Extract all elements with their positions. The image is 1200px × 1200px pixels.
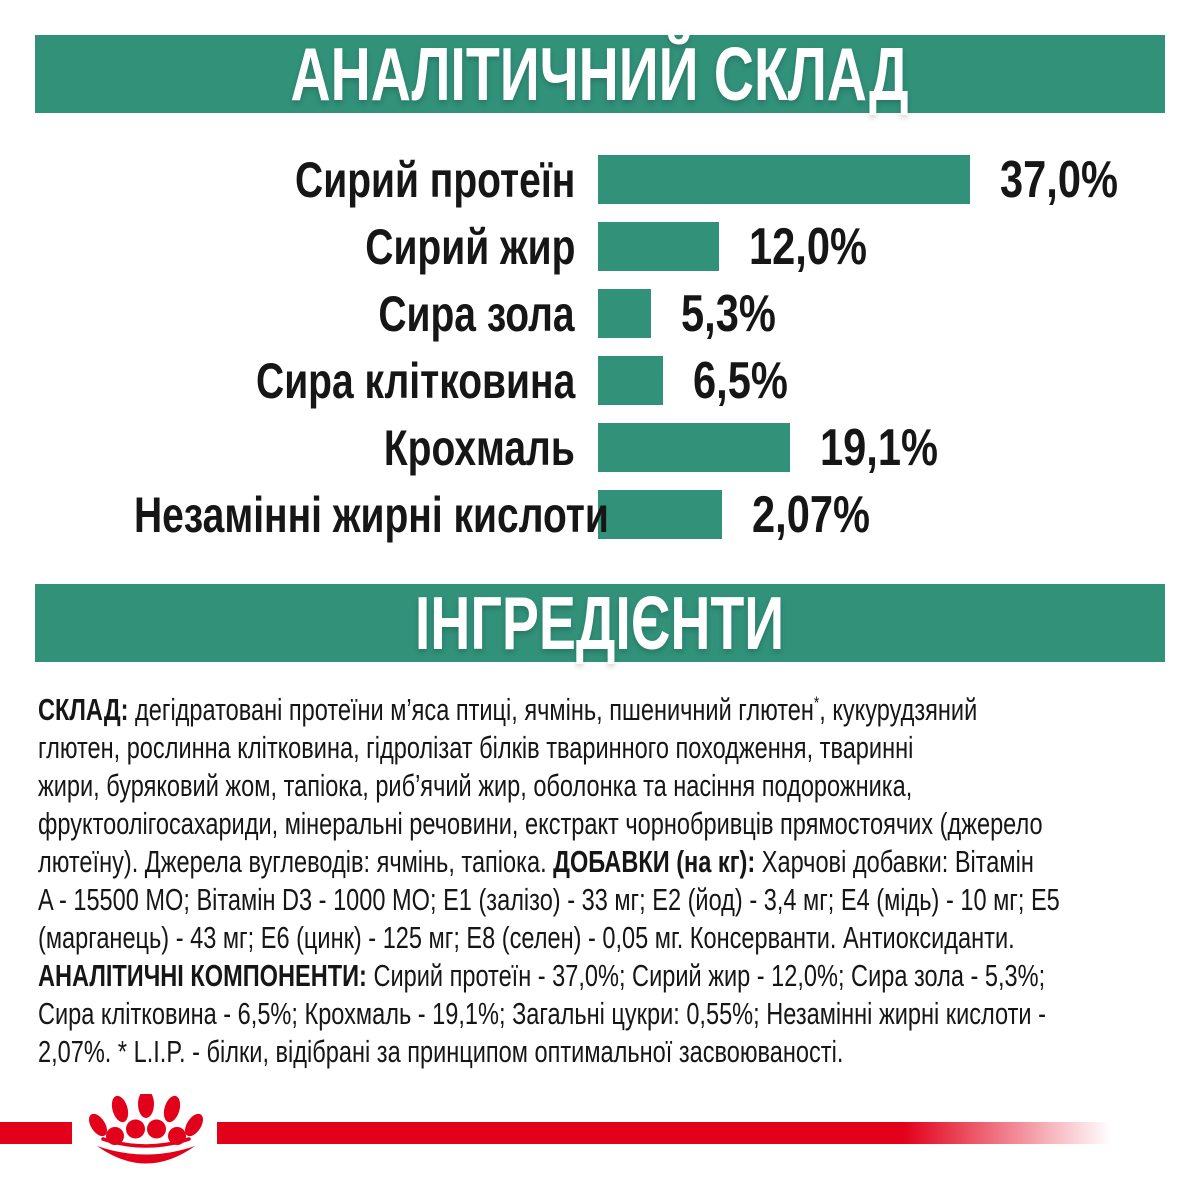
nutrient-bar [598,423,790,472]
analytical-banner-title: АНАЛІТИЧНИЙ СКЛАД [291,32,909,116]
ingredients-line: Сира клітковина - 6,5%; Крохмаль - 19,1%… [38,996,1046,1031]
nutrient-value: 19,1% [820,418,938,477]
ingredients-line: A - 15500 МО; Вітамін D3 - 1000 МО; E1 (… [38,882,1060,917]
ingredients-line: глютен, рослинна клітковина, гідролізат … [38,730,914,765]
nutrient-bar [598,222,719,271]
nutrient-label: Сира клітковина [255,352,575,409]
ingredients-banner: ІНГРЕДІЄНТИ [35,584,1165,662]
nutrient-label: Незамінні жирні кислоти [133,486,609,543]
nutrient-value: 37,0% [1000,150,1118,209]
ingredients-line: лютеїну). Джерела вуглеводів: ячмінь, та… [38,844,1034,879]
nutrient-label: Сирий жир [364,218,575,275]
chart-row: Сирий протеїн 37,0% [0,151,1200,209]
red-stripe-right [217,1122,1120,1144]
ingredients-line: АНАЛІТИЧНІ КОМПОНЕНТИ: Сирий протеїн - 3… [38,958,1046,993]
nutrient-value: 6,5% [693,351,788,410]
ingredients-line: жири, буряковий жом, тапіока, риб’ячий ж… [38,768,913,803]
nutrient-value: 12,0% [749,217,867,276]
chart-row: Незамінні жирні кислоти 2,07% [0,486,1200,544]
nutrient-bar [598,356,663,405]
ingredients-banner-title: ІНГРЕДІЄНТИ [415,581,785,665]
nutrient-label: Сира зола [378,285,575,342]
ingredients-line: (марганець) - 43 мг; E6 (цинк) - 125 мг;… [38,920,1015,955]
ingredients-line: СКЛАД: дегідратовані протеїни м’яса птиц… [38,692,978,727]
chart-row: Крохмаль 19,1% [0,419,1200,477]
analytical-chart: Сирий протеїн 37,0% Сирий жир 12,0% Сира зол… [0,151,1200,557]
chart-row: Сира зола 5,3% [0,285,1200,343]
nutrient-bar [598,490,722,539]
chart-row: Сира клітковина 6,5% [0,352,1200,410]
crown-paw-shapes [89,1094,203,1164]
analytical-composition-banner: АНАЛІТИЧНИЙ СКЛАД [35,35,1165,113]
nutrient-value: 2,07% [752,485,870,544]
ingredients-paragraph: СКЛАД: дегідратовані протеїни м’яса птиц… [38,691,1188,1071]
ingredients-line: 2,07%. * L.I.P. - білки, відібрані за пр… [38,1034,844,1069]
nutrient-label: Крохмаль [384,419,575,476]
red-stripe-left [0,1122,72,1144]
chart-row: Сирий жир 12,0% [0,218,1200,276]
royal-canin-crown-paw-icon [89,1094,203,1164]
nutrient-label: Сирий протеїн [294,151,575,208]
ingredients-line: фруктоолігосахариди, мінеральні речовини… [38,806,1043,841]
nutrient-bar [598,289,651,338]
nutrient-value: 5,3% [681,284,776,343]
nutrient-bar [598,155,970,204]
